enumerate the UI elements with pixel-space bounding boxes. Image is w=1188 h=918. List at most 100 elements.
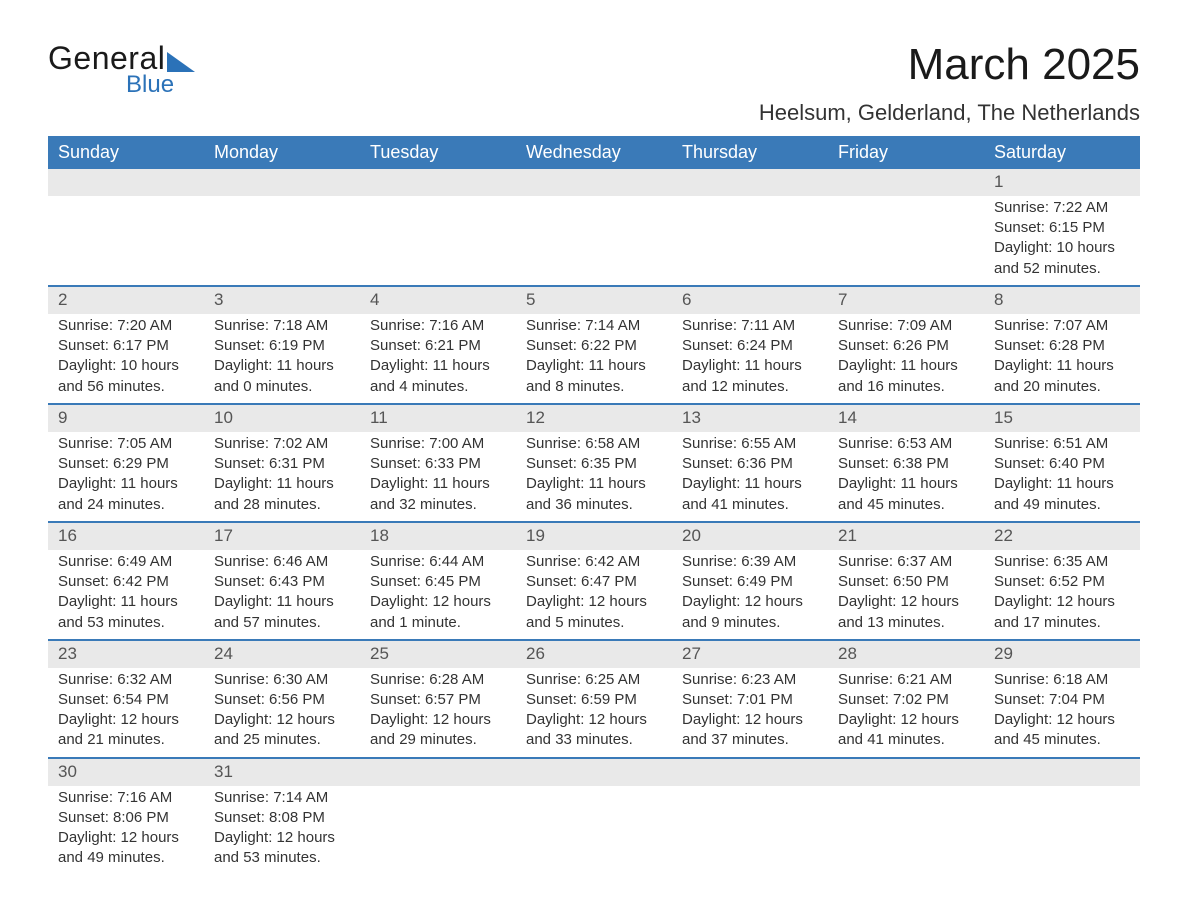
day-cell: Sunrise: 6:32 AMSunset: 6:54 PMDaylight:… [48, 668, 204, 758]
weekday-header: Thursday [672, 136, 828, 169]
day-detail-line: and 57 minutes. [214, 613, 350, 633]
day-detail-line: Daylight: 12 hours [58, 710, 194, 730]
day-cell: Sunrise: 6:39 AMSunset: 6:49 PMDaylight:… [672, 550, 828, 640]
day-cell: Sunrise: 7:14 AMSunset: 6:22 PMDaylight:… [516, 314, 672, 404]
day-detail-line: Sunrise: 6:53 AM [838, 434, 974, 454]
day-detail-line: Daylight: 12 hours [370, 710, 506, 730]
day-cell: Sunrise: 6:42 AMSunset: 6:47 PMDaylight:… [516, 550, 672, 640]
day-detail-line: Sunrise: 6:18 AM [994, 670, 1130, 690]
day-detail-line: Sunrise: 6:23 AM [682, 670, 818, 690]
day-cell: Sunrise: 7:09 AMSunset: 6:26 PMDaylight:… [828, 314, 984, 404]
day-detail-line: and 41 minutes. [682, 495, 818, 515]
day-detail-row: Sunrise: 7:20 AMSunset: 6:17 PMDaylight:… [48, 314, 1140, 404]
location-subtitle: Heelsum, Gelderland, The Netherlands [759, 100, 1140, 126]
day-number [360, 169, 516, 196]
day-detail-line: Sunrise: 7:09 AM [838, 316, 974, 336]
day-detail-line: Daylight: 11 hours [214, 474, 350, 494]
day-number: 26 [516, 640, 672, 668]
day-detail-line: Daylight: 11 hours [838, 356, 974, 376]
day-number: 27 [672, 640, 828, 668]
day-detail-line: Sunset: 6:54 PM [58, 690, 194, 710]
day-detail-line: Daylight: 12 hours [58, 828, 194, 848]
weekday-header: Wednesday [516, 136, 672, 169]
day-detail-line: Sunrise: 6:32 AM [58, 670, 194, 690]
day-number: 8 [984, 286, 1140, 314]
day-number: 19 [516, 522, 672, 550]
day-detail-line: Sunrise: 7:16 AM [58, 788, 194, 808]
day-detail-line: Sunrise: 7:18 AM [214, 316, 350, 336]
day-cell: Sunrise: 7:11 AMSunset: 6:24 PMDaylight:… [672, 314, 828, 404]
day-detail-line: and 49 minutes. [58, 848, 194, 868]
day-number [516, 169, 672, 196]
day-detail-line: and 25 minutes. [214, 730, 350, 750]
day-detail-line: Sunset: 6:59 PM [526, 690, 662, 710]
day-cell [360, 196, 516, 286]
day-detail-line: Daylight: 12 hours [838, 592, 974, 612]
day-detail-line: Sunset: 6:38 PM [838, 454, 974, 474]
day-number-row: 16171819202122 [48, 522, 1140, 550]
day-cell: Sunrise: 6:51 AMSunset: 6:40 PMDaylight:… [984, 432, 1140, 522]
day-cell: Sunrise: 7:07 AMSunset: 6:28 PMDaylight:… [984, 314, 1140, 404]
day-detail-line: and 53 minutes. [58, 613, 194, 633]
day-detail-line: Sunset: 6:17 PM [58, 336, 194, 356]
day-detail-line: and 0 minutes. [214, 377, 350, 397]
day-cell: Sunrise: 7:00 AMSunset: 6:33 PMDaylight:… [360, 432, 516, 522]
day-detail-line: and 56 minutes. [58, 377, 194, 397]
day-detail-line: and 5 minutes. [526, 613, 662, 633]
day-detail-line: and 33 minutes. [526, 730, 662, 750]
day-number-row: 1 [48, 169, 1140, 196]
day-cell: Sunrise: 7:22 AMSunset: 6:15 PMDaylight:… [984, 196, 1140, 286]
day-number: 13 [672, 404, 828, 432]
day-detail-line: and 13 minutes. [838, 613, 974, 633]
day-detail-line: Sunset: 6:47 PM [526, 572, 662, 592]
day-detail-line: Sunrise: 6:25 AM [526, 670, 662, 690]
day-number: 20 [672, 522, 828, 550]
day-number: 1 [984, 169, 1140, 196]
day-detail-line: Sunrise: 6:30 AM [214, 670, 350, 690]
day-number-row: 2345678 [48, 286, 1140, 314]
day-number: 29 [984, 640, 1140, 668]
day-cell: Sunrise: 6:37 AMSunset: 6:50 PMDaylight:… [828, 550, 984, 640]
day-detail-line: Daylight: 11 hours [994, 356, 1130, 376]
day-detail-line: Daylight: 12 hours [682, 710, 818, 730]
day-detail-line: and 52 minutes. [994, 259, 1130, 279]
day-detail-line: Sunset: 6:36 PM [682, 454, 818, 474]
day-detail-line: Sunrise: 6:49 AM [58, 552, 194, 572]
day-detail-line: Sunrise: 6:51 AM [994, 434, 1130, 454]
day-detail-line: Daylight: 12 hours [526, 592, 662, 612]
weekday-header: Tuesday [360, 136, 516, 169]
day-detail-line: Daylight: 11 hours [58, 474, 194, 494]
day-detail-line: Daylight: 11 hours [994, 474, 1130, 494]
day-number: 4 [360, 286, 516, 314]
day-detail-line: Sunset: 6:43 PM [214, 572, 350, 592]
day-number-row: 9101112131415 [48, 404, 1140, 432]
day-number [516, 758, 672, 786]
day-detail-line: Daylight: 11 hours [682, 474, 818, 494]
day-detail-line: Sunset: 7:02 PM [838, 690, 974, 710]
title-block: March 2025 Heelsum, Gelderland, The Neth… [759, 40, 1140, 126]
day-number: 6 [672, 286, 828, 314]
day-number-row: 23242526272829 [48, 640, 1140, 668]
day-number: 2 [48, 286, 204, 314]
day-detail-line: Sunrise: 6:46 AM [214, 552, 350, 572]
day-detail-line: and 41 minutes. [838, 730, 974, 750]
day-detail-line: and 8 minutes. [526, 377, 662, 397]
day-detail-line: Sunset: 6:33 PM [370, 454, 506, 474]
day-detail-line: Sunset: 6:40 PM [994, 454, 1130, 474]
day-detail-line: Sunset: 8:08 PM [214, 808, 350, 828]
day-number [828, 758, 984, 786]
day-cell: Sunrise: 6:46 AMSunset: 6:43 PMDaylight:… [204, 550, 360, 640]
day-number: 24 [204, 640, 360, 668]
day-cell: Sunrise: 7:16 AMSunset: 6:21 PMDaylight:… [360, 314, 516, 404]
day-detail-line: Sunrise: 6:37 AM [838, 552, 974, 572]
page-title: March 2025 [759, 40, 1140, 90]
day-number: 21 [828, 522, 984, 550]
day-cell: Sunrise: 7:05 AMSunset: 6:29 PMDaylight:… [48, 432, 204, 522]
day-cell: Sunrise: 6:44 AMSunset: 6:45 PMDaylight:… [360, 550, 516, 640]
day-detail-line: Sunset: 6:52 PM [994, 572, 1130, 592]
day-detail-row: Sunrise: 7:05 AMSunset: 6:29 PMDaylight:… [48, 432, 1140, 522]
day-cell: Sunrise: 7:02 AMSunset: 6:31 PMDaylight:… [204, 432, 360, 522]
day-cell [828, 196, 984, 286]
day-detail-line: Sunset: 7:01 PM [682, 690, 818, 710]
day-detail-line: Sunrise: 7:07 AM [994, 316, 1130, 336]
